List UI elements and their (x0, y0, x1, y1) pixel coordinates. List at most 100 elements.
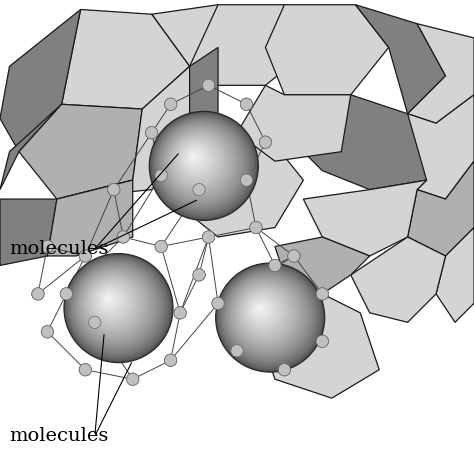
Circle shape (178, 141, 215, 178)
Circle shape (72, 262, 161, 351)
Circle shape (249, 297, 274, 323)
Circle shape (95, 286, 126, 317)
Circle shape (316, 288, 328, 300)
Circle shape (85, 275, 141, 331)
Polygon shape (436, 228, 474, 322)
Circle shape (202, 79, 215, 91)
Circle shape (212, 297, 224, 310)
Polygon shape (0, 9, 81, 152)
Circle shape (67, 256, 169, 358)
Circle shape (88, 278, 137, 327)
Circle shape (237, 285, 292, 340)
Circle shape (79, 250, 91, 262)
Circle shape (87, 277, 138, 328)
Circle shape (236, 284, 294, 342)
Circle shape (163, 126, 237, 200)
Circle shape (152, 114, 255, 217)
Circle shape (169, 131, 229, 191)
Circle shape (105, 295, 112, 302)
Circle shape (224, 271, 313, 360)
Polygon shape (351, 237, 446, 322)
Circle shape (83, 273, 145, 335)
Circle shape (159, 121, 244, 207)
Circle shape (154, 116, 252, 214)
Circle shape (235, 283, 295, 343)
Circle shape (250, 298, 273, 322)
Polygon shape (152, 5, 246, 85)
Circle shape (170, 132, 228, 191)
Circle shape (179, 142, 214, 176)
Circle shape (176, 139, 218, 181)
Polygon shape (265, 5, 389, 95)
Circle shape (269, 259, 281, 272)
Circle shape (164, 126, 237, 199)
Circle shape (193, 269, 205, 281)
Circle shape (167, 130, 231, 193)
Circle shape (255, 304, 264, 313)
Circle shape (89, 316, 101, 328)
Circle shape (94, 285, 127, 318)
Circle shape (164, 354, 177, 366)
Circle shape (181, 144, 211, 174)
Circle shape (152, 114, 254, 216)
Circle shape (187, 150, 201, 164)
Circle shape (91, 281, 133, 323)
Circle shape (174, 307, 186, 319)
Circle shape (278, 364, 291, 376)
Circle shape (150, 112, 257, 219)
Circle shape (117, 231, 129, 243)
Circle shape (101, 292, 118, 308)
Circle shape (155, 118, 250, 212)
Circle shape (254, 302, 268, 316)
Circle shape (278, 364, 291, 376)
Circle shape (220, 267, 318, 365)
Circle shape (228, 275, 307, 355)
Circle shape (100, 290, 119, 310)
Circle shape (153, 115, 253, 215)
Circle shape (316, 335, 328, 347)
Circle shape (247, 295, 278, 326)
Circle shape (248, 297, 275, 324)
Polygon shape (190, 5, 313, 85)
Polygon shape (190, 47, 218, 166)
Circle shape (229, 276, 305, 353)
Circle shape (216, 263, 325, 372)
Circle shape (239, 287, 290, 338)
Circle shape (68, 258, 166, 356)
Circle shape (79, 364, 91, 376)
Circle shape (106, 297, 110, 301)
Circle shape (246, 293, 280, 328)
Circle shape (170, 133, 227, 189)
Circle shape (65, 255, 172, 362)
Circle shape (99, 289, 121, 311)
Circle shape (87, 277, 139, 329)
Circle shape (127, 373, 139, 385)
Circle shape (224, 272, 311, 359)
Circle shape (185, 148, 205, 168)
Circle shape (93, 283, 129, 320)
Circle shape (79, 250, 91, 262)
Circle shape (223, 271, 314, 361)
Circle shape (174, 137, 221, 184)
Circle shape (168, 131, 230, 192)
Circle shape (225, 273, 310, 358)
Circle shape (253, 301, 269, 318)
Circle shape (251, 300, 271, 319)
Circle shape (89, 316, 101, 328)
Circle shape (255, 303, 266, 314)
Circle shape (41, 326, 54, 338)
Polygon shape (62, 9, 190, 109)
Circle shape (64, 254, 173, 363)
Circle shape (235, 283, 296, 344)
Circle shape (78, 268, 152, 342)
Circle shape (251, 299, 273, 320)
Circle shape (155, 169, 167, 182)
Circle shape (89, 279, 136, 326)
Circle shape (149, 111, 258, 220)
Circle shape (233, 281, 299, 346)
Circle shape (258, 306, 262, 310)
Circle shape (157, 119, 246, 209)
Circle shape (193, 183, 205, 196)
Circle shape (70, 260, 164, 354)
Circle shape (247, 296, 277, 325)
